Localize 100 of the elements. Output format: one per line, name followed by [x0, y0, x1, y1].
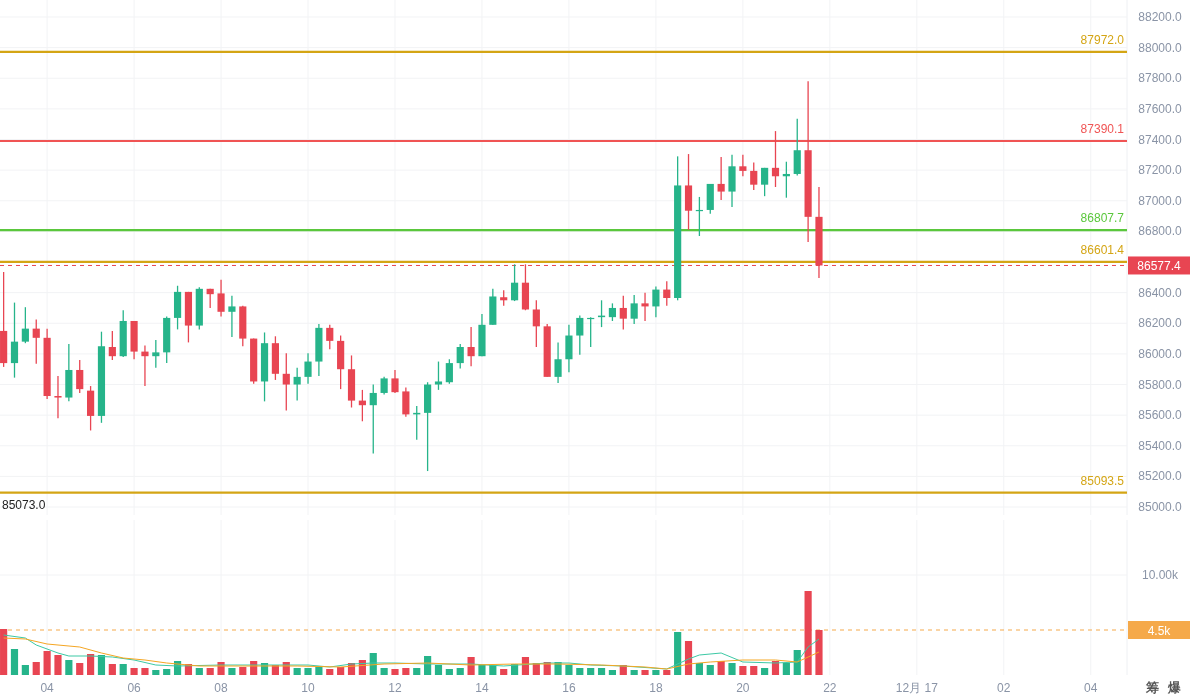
x-tick-label: 16 [562, 681, 576, 695]
bar [163, 669, 171, 675]
ref-line-label: 86577.4 [1137, 258, 1182, 273]
bar [587, 668, 595, 675]
bar [239, 667, 247, 675]
candlestick [293, 367, 301, 402]
y-tick-label: 85400.0 [1138, 438, 1183, 453]
bar [32, 662, 40, 675]
candlestick [554, 341, 562, 384]
x-tick-label: 06 [127, 681, 142, 695]
bar [815, 630, 823, 675]
y-tick-label: 86400.0 [1138, 285, 1183, 300]
x-tick-label: 12 [388, 681, 402, 695]
candlestick [771, 130, 780, 188]
candlestick [369, 383, 377, 455]
candlestick [21, 306, 29, 344]
ref-line-label: 86807.7 [1080, 211, 1125, 226]
ref-line-label: 85093.5 [1080, 473, 1125, 488]
y-tick-label: 87600.0 [1138, 101, 1183, 116]
bar [597, 668, 606, 675]
x-tick-label: 22 [823, 681, 837, 695]
bar [684, 641, 693, 675]
candlestick [456, 343, 464, 370]
candlestick [391, 369, 399, 394]
bar [76, 663, 84, 675]
bar [402, 668, 410, 675]
y-tick-label: 86000.0 [1138, 346, 1183, 361]
bar [54, 655, 62, 675]
candlestick [641, 291, 649, 322]
bar [304, 668, 312, 675]
y-tick-label: 87000.0 [1138, 193, 1183, 208]
candlestick [630, 294, 638, 325]
bar [141, 668, 149, 675]
y-tick-label: 88000.0 [1138, 40, 1183, 55]
x-tick-label: 08 [214, 681, 229, 695]
candlestick [228, 295, 236, 338]
candlestick [750, 161, 758, 191]
candlestick [717, 156, 725, 201]
bar [565, 665, 573, 675]
candlestick [739, 154, 747, 177]
bar [608, 670, 617, 675]
x-tick-label: 02 [997, 681, 1011, 695]
bar [630, 670, 638, 675]
y-tick-label: 86800.0 [1138, 224, 1183, 239]
candlestick [326, 324, 334, 350]
bar [641, 670, 649, 675]
bar [782, 663, 790, 675]
y-tick-label: 85800.0 [1138, 377, 1183, 392]
bar [108, 664, 116, 675]
ref-line-label: 86601.4 [1080, 242, 1125, 257]
bar [739, 666, 747, 675]
bar [0, 629, 8, 675]
y-tick-label: 87400.0 [1138, 132, 1183, 147]
x-tick-label: 20 [736, 681, 750, 695]
bar [326, 669, 334, 675]
candlestick [532, 299, 540, 348]
candlestick [152, 339, 160, 369]
bar [456, 668, 464, 675]
candlestick [108, 330, 116, 361]
bar [65, 660, 73, 675]
candlestick [761, 167, 769, 197]
candlestick [304, 352, 312, 385]
bar [717, 661, 725, 675]
bar [206, 668, 214, 675]
bar [10, 649, 19, 675]
bar [674, 632, 682, 675]
y-tick-label: 87800.0 [1138, 71, 1183, 86]
ref-line-label: 87972.0 [1080, 32, 1125, 47]
bar [119, 664, 127, 675]
bar [315, 667, 323, 675]
candlestick [402, 386, 410, 418]
bar [750, 666, 758, 675]
bar [391, 669, 399, 675]
candlestick [54, 375, 62, 419]
bar [43, 651, 51, 675]
bar [293, 668, 301, 675]
candlestick [434, 360, 443, 391]
x-tick-label: 04 [40, 681, 55, 695]
y-tick-label: 85200.0 [1138, 469, 1183, 484]
x-tick-label: 18 [649, 681, 663, 695]
candlestick [282, 352, 290, 412]
bar [804, 591, 812, 675]
candlestick [663, 280, 671, 307]
y-tick-label: 86200.0 [1138, 316, 1183, 331]
candlestick [141, 344, 149, 387]
bar [380, 668, 388, 675]
bar [761, 668, 769, 675]
bar [228, 668, 236, 675]
candlestick [467, 326, 475, 367]
y-tick-label: 10.00k [1141, 568, 1180, 582]
candlestick [445, 358, 453, 385]
bar [434, 665, 443, 675]
text: 筹 [1144, 680, 1159, 695]
bar [500, 669, 508, 675]
bar [130, 668, 138, 675]
bar [152, 670, 160, 675]
annotation: 85073.0 [2, 498, 46, 512]
bar [478, 665, 486, 675]
x-tick-label: 12月 17 [895, 681, 939, 695]
candlestick [793, 118, 801, 177]
